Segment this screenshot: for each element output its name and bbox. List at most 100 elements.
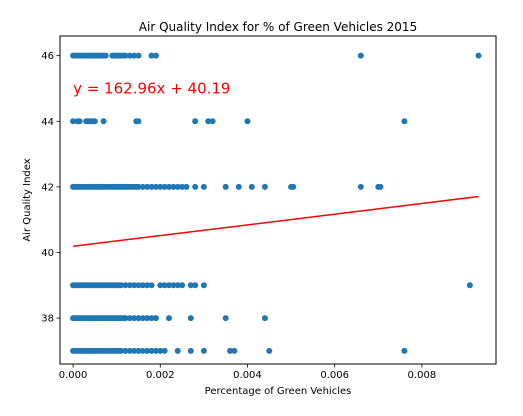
data-point xyxy=(126,282,133,289)
data-point xyxy=(170,183,177,190)
data-point xyxy=(401,347,408,354)
data-point xyxy=(357,52,364,59)
data-point xyxy=(192,118,199,125)
data-point xyxy=(183,183,190,190)
data-point xyxy=(144,315,151,322)
data-point xyxy=(187,315,194,322)
data-point xyxy=(157,183,164,190)
y-axis-ticks: 38 40 42 44 46 xyxy=(41,51,60,325)
x-axis-ticks: 0.000 0.002 0.004 0.006 0.008 xyxy=(59,364,436,381)
data-point xyxy=(144,183,151,190)
chart-title: Air Quality Index for % of Green Vehicle… xyxy=(139,20,417,34)
data-point xyxy=(131,347,138,354)
data-point xyxy=(126,315,133,322)
data-point xyxy=(166,315,172,322)
y-tick-label: 44 xyxy=(41,117,54,128)
data-point xyxy=(102,52,109,59)
data-point xyxy=(131,315,138,322)
data-point xyxy=(161,183,168,190)
data-point xyxy=(266,347,273,354)
y-tick-label: 38 xyxy=(41,314,54,325)
data-point xyxy=(148,282,155,289)
data-point xyxy=(200,282,207,289)
data-point xyxy=(148,315,155,322)
data-point xyxy=(231,347,238,354)
data-point xyxy=(135,52,142,59)
data-point xyxy=(261,183,268,190)
data-point xyxy=(200,183,207,190)
data-point xyxy=(76,118,83,125)
data-point xyxy=(235,183,242,190)
data-point xyxy=(161,282,168,289)
data-point xyxy=(139,347,146,354)
data-point xyxy=(144,282,151,289)
data-point xyxy=(244,118,251,125)
data-point xyxy=(179,282,186,289)
data-point xyxy=(152,347,159,354)
regression-line xyxy=(72,195,479,247)
data-point xyxy=(135,282,142,289)
x-axis-label: Percentage of Green Vehicles xyxy=(205,386,352,397)
x-tick-label: 0.006 xyxy=(320,370,349,381)
data-point xyxy=(166,183,172,190)
data-point xyxy=(161,347,168,354)
data-point xyxy=(91,118,98,125)
plot-frame xyxy=(59,35,497,365)
data-point xyxy=(209,118,216,125)
data-point xyxy=(135,118,142,125)
data-point xyxy=(135,347,142,354)
data-point xyxy=(122,282,129,289)
x-tick-label: 0.002 xyxy=(146,370,175,381)
data-point xyxy=(475,52,482,59)
data-point xyxy=(261,315,268,322)
data-point xyxy=(100,118,107,125)
data-point xyxy=(139,183,146,190)
y-tick-label: 46 xyxy=(41,51,54,62)
data-point xyxy=(200,347,207,354)
data-point xyxy=(157,282,164,289)
data-point xyxy=(148,183,155,190)
data-point xyxy=(174,282,181,289)
x-tick-label: 0.008 xyxy=(408,370,437,381)
data-point xyxy=(222,183,229,190)
data-point xyxy=(222,315,229,322)
data-point xyxy=(192,183,199,190)
data-point xyxy=(401,118,408,125)
data-point xyxy=(377,183,384,190)
data-point xyxy=(135,315,142,322)
data-point xyxy=(248,183,255,190)
y-tick-label: 42 xyxy=(41,182,54,193)
data-point xyxy=(122,315,129,322)
data-point xyxy=(131,282,138,289)
data-point xyxy=(170,282,177,289)
data-point xyxy=(290,183,297,190)
data-point xyxy=(152,52,159,59)
data-point xyxy=(70,118,77,125)
data-point xyxy=(187,347,194,354)
data-point xyxy=(227,347,234,354)
data-point xyxy=(148,52,155,59)
x-tick-label: 0.000 xyxy=(59,370,88,381)
y-tick-label: 40 xyxy=(41,248,54,259)
x-tick-label: 0.004 xyxy=(233,370,262,381)
data-point xyxy=(152,315,159,322)
data-point xyxy=(135,183,142,190)
data-point xyxy=(152,183,159,190)
data-point xyxy=(179,183,186,190)
data-point xyxy=(166,282,172,289)
y-axis-label: Air Quality Index xyxy=(22,158,33,241)
data-point xyxy=(122,52,129,59)
scatter-points xyxy=(70,52,482,354)
data-point xyxy=(205,118,212,125)
data-point xyxy=(144,347,151,354)
data-point xyxy=(466,282,473,289)
data-point xyxy=(126,52,133,59)
data-point xyxy=(357,183,364,190)
data-point xyxy=(126,347,133,354)
data-point xyxy=(157,347,164,354)
data-point xyxy=(174,347,181,354)
data-point xyxy=(118,347,125,354)
data-point xyxy=(192,282,199,289)
